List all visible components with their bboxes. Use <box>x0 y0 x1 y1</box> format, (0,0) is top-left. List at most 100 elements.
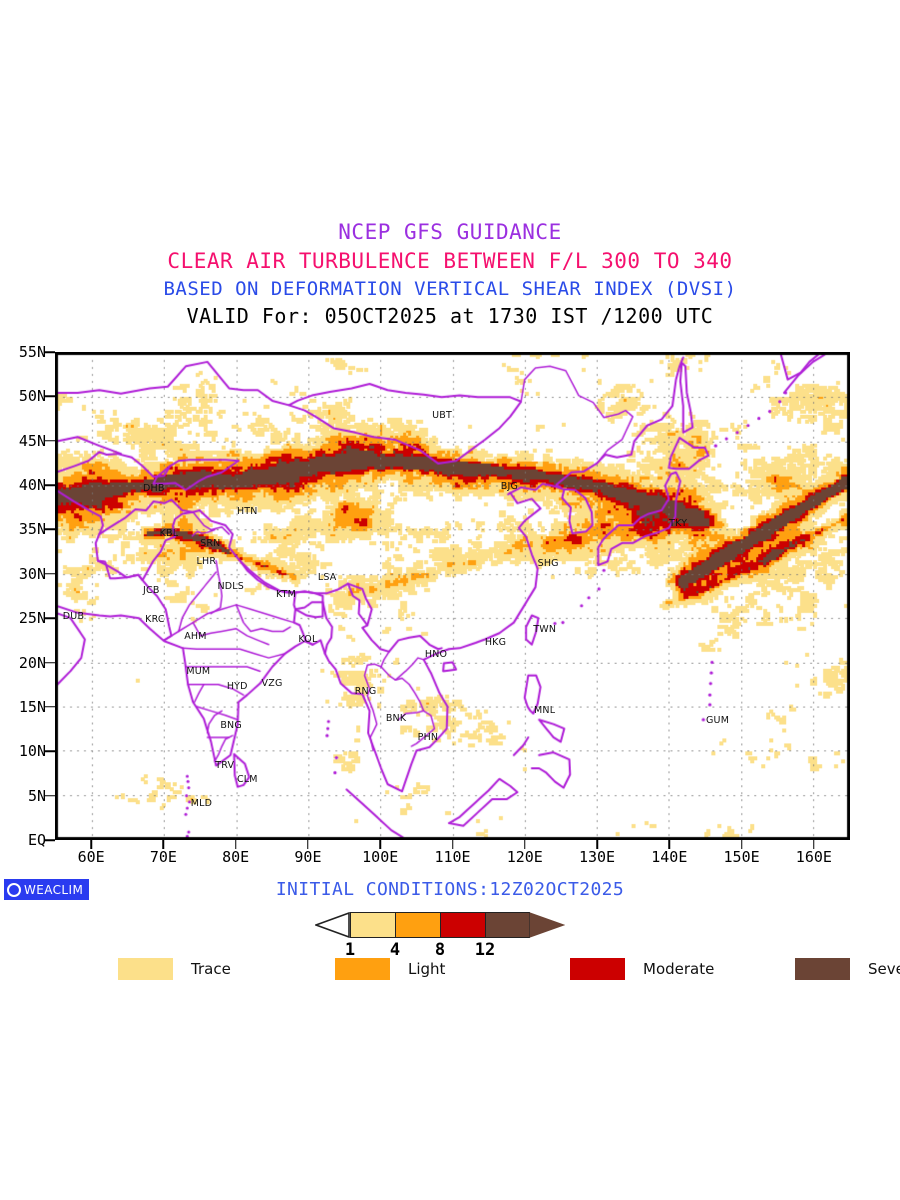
city-label-lsa: LSA <box>317 572 337 584</box>
y-axis-tick-mark <box>45 706 55 708</box>
y-axis-tick-label: 5N <box>27 786 46 805</box>
city-label-clm: CLM <box>236 773 258 785</box>
city-label-shg: SHG <box>537 558 559 570</box>
city-label-dhb: DHB <box>143 482 165 494</box>
y-axis-tick-mark <box>45 528 55 531</box>
x-axis-tick-mark <box>234 840 237 849</box>
city-label-trv: TRV <box>215 759 235 771</box>
colorbar-tick-8: 8 <box>434 940 446 960</box>
x-axis-tick-label: 90E <box>294 848 322 866</box>
city-label-bjg: BJG <box>500 480 519 492</box>
title-block: NCEP GFS GUIDANCE CLEAR AIR TURBULENCE B… <box>0 220 900 327</box>
city-label-mld: MLD <box>190 797 213 809</box>
colorbar: 1 4 8 12 <box>0 912 900 960</box>
y-axis-tick-mark <box>45 750 55 753</box>
colorbar-cell-0 <box>350 912 395 938</box>
y-axis-tick-mark <box>45 351 55 353</box>
city-label-mnl: MNL <box>534 705 556 717</box>
y-axis-tick-label: 30N <box>18 564 46 583</box>
x-axis-tick-label: 70E <box>149 848 177 866</box>
page-title-product: CLEAR AIR TURBULENCE BETWEEN F/L 300 TO … <box>167 249 733 273</box>
city-label-gum: GUM <box>706 715 730 727</box>
colorbar-cells <box>350 912 530 938</box>
city-label-dub: DUB <box>62 610 85 622</box>
weaclim-logo[interactable]: WEACLIM <box>4 879 90 900</box>
city-label-hyd: HYD <box>226 680 248 692</box>
city-label-ahm: AHM <box>184 630 207 642</box>
city-label-htn: HTN <box>236 505 258 517</box>
turbulence-heatmap <box>56 353 849 839</box>
city-label-hno: HNO <box>424 648 448 660</box>
logo-text: WEACLIM <box>24 882 84 897</box>
x-axis-tick-label: 100E <box>362 848 399 866</box>
y-axis-tick-label: 55N <box>18 343 46 361</box>
x-axis-tick-mark <box>813 840 815 849</box>
x-axis-tick-mark <box>740 840 743 849</box>
city-label-srn: SRN <box>200 537 221 549</box>
logo-circle-icon <box>7 882 21 897</box>
y-axis-tick-label: 35N <box>18 520 46 539</box>
city-label-bnk: BNK <box>385 712 407 724</box>
city-label-jcb: JCB <box>143 584 160 596</box>
y-axis-tick-label: 25N <box>18 609 46 628</box>
legend-item-light: Light <box>335 958 445 980</box>
y-axis-tick-label: 50N <box>18 387 46 406</box>
x-axis-tick-mark <box>596 840 598 849</box>
legend-swatch-severe <box>795 958 850 980</box>
x-axis-tick-label: 160E <box>795 848 832 866</box>
legend-label-moderate: Moderate <box>643 960 715 978</box>
y-axis-tick-mark <box>45 839 55 841</box>
y-axis-tick-mark <box>45 617 55 619</box>
legend-label-trace: Trace <box>191 960 231 978</box>
colorbar-tick-1: 1 <box>344 940 356 960</box>
x-axis-tick-mark <box>307 840 309 849</box>
y-axis-tick-label: 40N <box>18 476 46 495</box>
y-axis-tick-label: 45N <box>18 431 46 450</box>
x-axis-tick-label: 60E <box>77 848 105 866</box>
colorbar-over-arrow-icon <box>529 912 565 938</box>
colorbar-cell-1 <box>395 912 440 938</box>
city-label-kol: KOL <box>298 634 318 646</box>
x-axis-tick-mark <box>90 840 92 849</box>
city-label-krc: KRC <box>145 614 165 626</box>
city-label-kbl: KBL <box>159 528 179 539</box>
legend-swatch-trace <box>118 958 173 980</box>
y-axis-tick-label: EQ <box>27 831 46 849</box>
city-label-mum: MUM <box>186 665 211 677</box>
map-frame <box>55 352 850 840</box>
page-title-method: BASED ON DEFORMATION VERTICAL SHEAR INDE… <box>163 278 737 300</box>
city-label-vzg: VZG <box>261 677 283 689</box>
initial-conditions-text: INITIAL CONDITIONS:12Z02OCT2025 <box>275 879 625 900</box>
y-axis-tick-label: 20N <box>18 653 46 672</box>
x-axis-tick-label: 130E <box>578 848 616 866</box>
x-axis-tick-label: 80E <box>222 848 250 866</box>
city-label-phn: PHN <box>417 732 439 744</box>
x-axis-tick-label: 120E <box>506 848 543 866</box>
x-axis-tick-label: 140E <box>651 848 688 866</box>
colorbar-cell-2 <box>440 912 485 938</box>
y-axis-tick-label: 10N <box>18 742 46 761</box>
y-axis-tick-mark <box>45 573 55 575</box>
legend-label-severe: Severe <box>868 960 900 978</box>
city-label-bng: BNG <box>220 719 242 731</box>
colorbar-cell-3 <box>485 912 530 938</box>
legend: Trace Light Moderate Severe <box>0 958 900 984</box>
legend-swatch-light <box>335 958 390 980</box>
city-label-lhr: LHR <box>196 555 217 567</box>
legend-label-light: Light <box>408 960 446 978</box>
x-axis-tick-mark <box>668 840 671 849</box>
city-label-ubt: UBT <box>432 409 452 421</box>
x-axis-tick-mark <box>379 840 381 849</box>
legend-item-trace: Trace <box>118 958 231 980</box>
legend-item-severe: Severe <box>795 958 900 980</box>
city-label-ndls: NDLS <box>217 581 244 593</box>
colorbar-under-arrow-icon <box>315 912 350 938</box>
colorbar-tick-12: 12 <box>474 940 496 960</box>
y-axis-tick-mark <box>45 439 55 442</box>
y-axis-tick-mark <box>45 484 55 486</box>
page-title-model: NCEP GFS GUIDANCE <box>338 220 562 244</box>
y-axis-tick-mark <box>45 794 55 797</box>
city-label-rng: RNG <box>354 685 377 697</box>
city-label-hkg: HKG <box>484 637 507 649</box>
x-axis-tick-label: 110E <box>434 848 471 866</box>
